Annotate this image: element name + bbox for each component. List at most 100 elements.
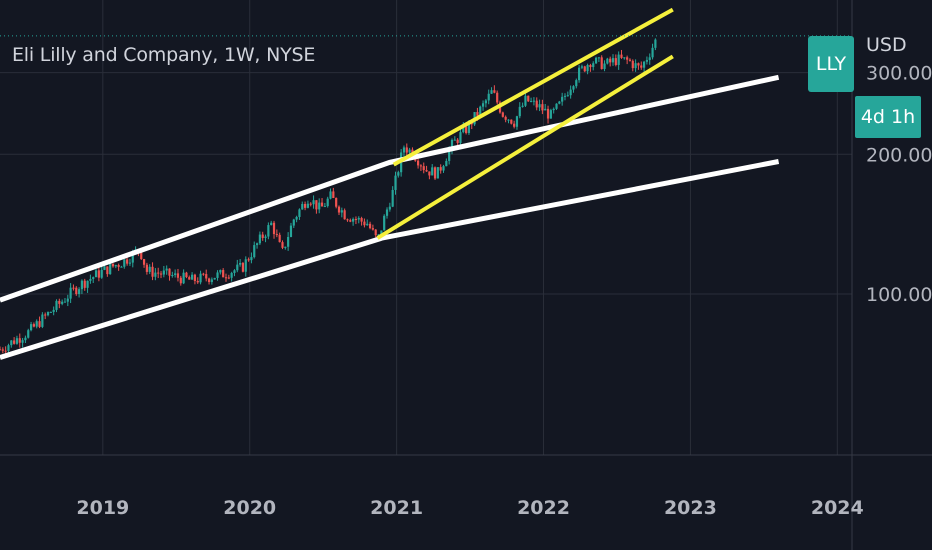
channel-line-upper — [392, 7, 674, 167]
candle-body — [72, 287, 75, 289]
candle-body — [185, 272, 188, 278]
candle-body — [326, 198, 329, 207]
candle-body — [623, 57, 626, 59]
x-tick-label: 2024 — [811, 497, 864, 519]
candle-body — [52, 309, 55, 312]
candle-body — [431, 167, 434, 176]
candle-body — [332, 191, 335, 198]
trend-line-lower — [0, 159, 780, 360]
symbol-title[interactable]: Eli Lilly and Company, 1W, NYSE — [12, 44, 316, 66]
candle-body — [165, 268, 168, 271]
candle-body — [275, 234, 278, 236]
candle-body — [510, 119, 513, 124]
candle-body — [63, 301, 67, 303]
candle-body — [544, 108, 547, 111]
candle-body — [196, 280, 199, 283]
candle-body — [21, 340, 24, 343]
candle-body — [145, 264, 148, 272]
candle-body — [44, 314, 47, 316]
candle-body — [151, 266, 154, 277]
candle-body — [159, 273, 163, 275]
candle-body — [29, 324, 33, 331]
candle-body — [611, 58, 615, 63]
y-tick-label: 100.00 — [866, 284, 932, 306]
candle-body — [126, 259, 129, 264]
candle-body — [244, 259, 247, 272]
candle-body — [128, 262, 132, 264]
candle-body — [205, 274, 208, 279]
candle-body — [388, 206, 391, 210]
x-tick-label: 2019 — [76, 497, 129, 519]
candle-body — [46, 312, 50, 316]
candle-body — [422, 166, 425, 171]
candle-body — [250, 257, 253, 261]
candle-body — [501, 112, 504, 117]
candle-body — [168, 268, 171, 276]
candle-body — [617, 54, 620, 65]
candle-body — [261, 234, 264, 238]
candle-body — [541, 104, 544, 111]
candle-body — [224, 277, 228, 279]
candle-body — [518, 106, 521, 117]
candle-body — [391, 189, 394, 207]
candle-body — [578, 67, 581, 81]
candle-body — [117, 265, 120, 267]
candle-body — [298, 209, 301, 217]
candle-body — [462, 126, 465, 133]
candle-body — [606, 58, 609, 64]
candle-body — [202, 273, 205, 275]
candle-body — [566, 95, 569, 97]
candle-body — [66, 298, 69, 302]
candle-body — [61, 301, 64, 304]
candle-body — [363, 221, 366, 226]
candle-body — [377, 234, 380, 236]
candle-body — [77, 289, 81, 295]
candle-body — [230, 272, 233, 278]
candle-body — [193, 274, 197, 281]
candle-body — [408, 149, 411, 153]
candle-body — [272, 222, 276, 235]
candle-body — [374, 229, 377, 236]
candle-body — [284, 246, 287, 248]
candle-body — [476, 112, 479, 116]
candle-body — [329, 191, 332, 199]
currency-label: USD — [866, 34, 907, 56]
candle-body — [281, 242, 284, 248]
candle-body — [287, 236, 290, 247]
candle-body — [301, 204, 304, 210]
candle-body — [182, 272, 185, 284]
candle-body — [216, 272, 219, 278]
candle-body — [642, 61, 646, 68]
candle-body — [86, 280, 89, 288]
candle-body — [176, 273, 180, 278]
candle-body — [651, 47, 654, 58]
candle-body — [360, 218, 363, 222]
candle-body — [295, 216, 298, 220]
candle-body — [233, 270, 236, 273]
candle-body — [603, 63, 606, 70]
candle-body — [484, 100, 487, 104]
candle-body — [442, 166, 445, 171]
candle-body — [535, 100, 538, 108]
candle-body — [154, 272, 157, 277]
candle-body — [354, 219, 358, 221]
candle-body — [575, 80, 578, 87]
candle-body — [179, 277, 182, 284]
candle-body — [609, 58, 612, 63]
candle-body — [654, 39, 657, 48]
candle-body — [109, 263, 112, 275]
candle-body — [349, 220, 352, 222]
candle-body — [467, 121, 471, 133]
candle-body — [450, 139, 454, 150]
candle-body — [13, 340, 16, 344]
candle-body — [385, 209, 389, 216]
candle-body — [532, 100, 536, 102]
candle-body — [504, 116, 507, 120]
candle-body — [555, 103, 558, 109]
candle-body — [371, 228, 374, 230]
candle-body — [405, 147, 408, 153]
candle-body — [515, 116, 519, 127]
candle-body — [448, 149, 451, 161]
candle-body — [549, 110, 552, 119]
